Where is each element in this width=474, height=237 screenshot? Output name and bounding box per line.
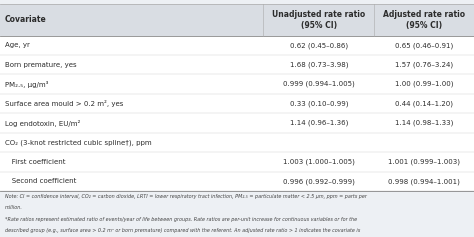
Text: 0.998 (0.994–1.001): 0.998 (0.994–1.001): [388, 178, 460, 185]
Text: CO₂ (3-knot restricted cubic spline†), ppm: CO₂ (3-knot restricted cubic spline†), p…: [5, 139, 151, 146]
Text: *Rate ratios represent estimated ratio of events/year of life between groups. Ra: *Rate ratios represent estimated ratio o…: [5, 217, 357, 222]
Text: 1.68 (0.73–3.98): 1.68 (0.73–3.98): [290, 61, 348, 68]
FancyBboxPatch shape: [0, 55, 474, 74]
Text: 1.00 (0.99–1.00): 1.00 (0.99–1.00): [395, 81, 454, 87]
Text: 1.001 (0.999–1.003): 1.001 (0.999–1.003): [388, 159, 460, 165]
Text: 0.999 (0.994–1.005): 0.999 (0.994–1.005): [283, 81, 355, 87]
FancyBboxPatch shape: [0, 172, 474, 191]
Text: 0.33 (0.10–0.99): 0.33 (0.10–0.99): [290, 100, 348, 107]
Text: First coefficient: First coefficient: [5, 159, 65, 165]
Text: Second coefficient: Second coefficient: [5, 178, 76, 184]
Text: PM₂.₅, μg/m³: PM₂.₅, μg/m³: [5, 81, 48, 88]
FancyBboxPatch shape: [0, 152, 474, 172]
Text: 0.996 (0.992–0.999): 0.996 (0.992–0.999): [283, 178, 355, 185]
Text: 1.14 (0.96–1.36): 1.14 (0.96–1.36): [290, 120, 348, 126]
Text: 0.44 (0.14–1.20): 0.44 (0.14–1.20): [395, 100, 453, 107]
Text: Unadjusted rate ratio
(95% CI): Unadjusted rate ratio (95% CI): [272, 9, 365, 30]
FancyBboxPatch shape: [0, 4, 474, 36]
Text: Log endotoxin, EU/m²: Log endotoxin, EU/m²: [5, 119, 80, 127]
Text: 1.14 (0.98–1.33): 1.14 (0.98–1.33): [395, 120, 454, 126]
Text: Born premature, yes: Born premature, yes: [5, 62, 76, 68]
Text: 1.57 (0.76–3.24): 1.57 (0.76–3.24): [395, 61, 453, 68]
Text: Note: CI = confidence interval, CO₂ = carbon dioxide, LRTI = lower respiratory t: Note: CI = confidence interval, CO₂ = ca…: [5, 194, 366, 199]
FancyBboxPatch shape: [0, 133, 474, 152]
Text: Surface area mould > 0.2 m², yes: Surface area mould > 0.2 m², yes: [5, 100, 123, 107]
Text: 1.003 (1.000–1.005): 1.003 (1.000–1.005): [283, 159, 355, 165]
Text: 0.65 (0.46–0.91): 0.65 (0.46–0.91): [395, 42, 453, 49]
Text: Covariate: Covariate: [5, 15, 46, 24]
Text: million.: million.: [5, 205, 23, 210]
FancyBboxPatch shape: [0, 74, 474, 94]
FancyBboxPatch shape: [0, 113, 474, 133]
Text: Adjusted rate ratio
(95% CI): Adjusted rate ratio (95% CI): [383, 9, 465, 30]
Text: Age, yr: Age, yr: [5, 42, 29, 48]
Text: 0.62 (0.45–0.86): 0.62 (0.45–0.86): [290, 42, 348, 49]
FancyBboxPatch shape: [0, 36, 474, 55]
Text: described group (e.g., surface area > 0.2 m² or born premature) compared with th: described group (e.g., surface area > 0.…: [5, 228, 360, 233]
FancyBboxPatch shape: [0, 94, 474, 113]
